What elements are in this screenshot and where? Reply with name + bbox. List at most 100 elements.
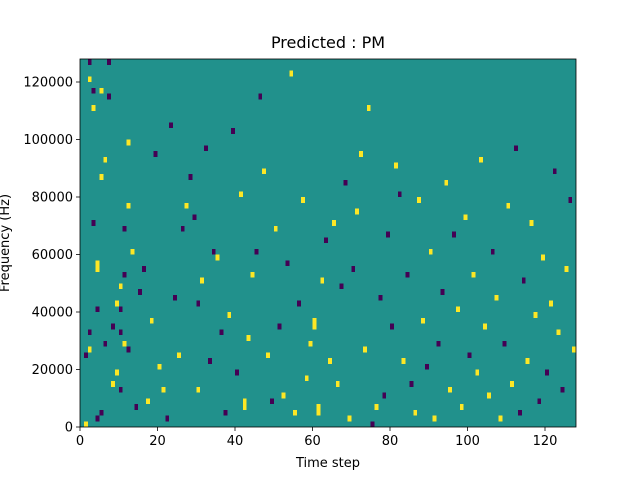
heatmap-cell bbox=[347, 415, 352, 422]
heatmap-cell bbox=[386, 231, 390, 238]
heatmap-cell bbox=[258, 93, 263, 100]
heatmap-cell bbox=[145, 398, 150, 404]
heatmap-cell bbox=[192, 214, 197, 220]
heatmap-cell bbox=[188, 174, 193, 180]
heatmap-cell bbox=[316, 409, 321, 416]
heatmap-cell bbox=[118, 329, 123, 335]
heatmap-cell bbox=[374, 404, 379, 410]
chart-title: Predicted : PM bbox=[271, 33, 385, 52]
heatmap-cell bbox=[149, 317, 154, 324]
heatmap-cell bbox=[556, 329, 561, 335]
heatmap-cell bbox=[142, 266, 146, 272]
y-axis: 0 20000 40000 60000 80000 100000 120000 bbox=[23, 76, 80, 436]
heatmap-cell bbox=[312, 317, 317, 324]
heatmap-cell bbox=[560, 386, 565, 393]
heatmap-cell bbox=[417, 197, 421, 203]
heatmap-cell bbox=[324, 237, 328, 243]
heatmap-cell bbox=[200, 277, 204, 284]
heatmap-cell bbox=[169, 122, 173, 128]
heatmap-cell bbox=[382, 392, 387, 399]
heatmap-cell bbox=[428, 248, 433, 255]
heatmap-cell bbox=[266, 352, 270, 358]
heatmap-cell bbox=[452, 231, 456, 238]
heatmap-cell bbox=[126, 139, 131, 146]
heatmap-cell bbox=[99, 87, 104, 94]
heatmap-cell bbox=[95, 260, 100, 266]
heatmap-cell bbox=[514, 145, 518, 151]
heatmap-cell bbox=[424, 363, 429, 370]
heatmap-cell bbox=[378, 294, 383, 301]
heatmap-cell bbox=[467, 352, 472, 358]
heatmap-cell bbox=[486, 392, 491, 399]
heatmap-cell bbox=[235, 369, 239, 376]
heatmap-cell bbox=[506, 202, 511, 209]
x-tick-label: 60 bbox=[304, 434, 321, 449]
heatmap-cell bbox=[207, 358, 212, 364]
heatmap-cell bbox=[331, 220, 336, 226]
heatmap-cell bbox=[242, 404, 247, 410]
heatmap-cell bbox=[227, 312, 232, 318]
y-tick-label: 120000 bbox=[23, 76, 73, 91]
x-tick-label: 80 bbox=[382, 434, 399, 449]
heatmap-cell bbox=[448, 386, 452, 393]
heatmap-cell bbox=[297, 300, 301, 307]
heatmap-cell bbox=[273, 225, 278, 232]
y-tick-label: 60000 bbox=[32, 248, 73, 263]
heatmap-cell bbox=[475, 369, 480, 376]
heatmap-cell bbox=[328, 358, 332, 364]
heatmap-cell bbox=[246, 335, 251, 341]
heatmap-cell bbox=[308, 340, 313, 347]
heatmap-cell bbox=[521, 277, 526, 284]
heatmap-cell bbox=[87, 76, 92, 82]
x-tick-label: 0 bbox=[76, 434, 84, 449]
heatmap-cell bbox=[289, 70, 294, 77]
heatmap-cell bbox=[293, 409, 297, 416]
y-tick-label: 80000 bbox=[32, 191, 73, 206]
heatmap-cell bbox=[118, 306, 123, 312]
heatmap-cell bbox=[250, 271, 255, 278]
heatmap-cell bbox=[304, 375, 309, 381]
heatmap-cell bbox=[401, 358, 406, 364]
heatmap-cell bbox=[153, 151, 158, 157]
heatmap-cell bbox=[157, 363, 162, 370]
x-axis-label: Time step bbox=[295, 456, 360, 471]
heatmap-cell bbox=[366, 105, 371, 111]
heatmap-cell bbox=[320, 277, 325, 284]
heatmap-cell bbox=[483, 323, 487, 330]
x-axis: 0 20 40 60 80 100 120 bbox=[76, 427, 557, 449]
heatmap-cell bbox=[537, 398, 542, 404]
heatmap-cell bbox=[83, 352, 88, 358]
heatmap-cell bbox=[572, 346, 576, 353]
heatmap-cell bbox=[498, 415, 503, 422]
heatmap-cell bbox=[99, 174, 104, 180]
heatmap-cell bbox=[359, 151, 363, 157]
x-tick-label: 20 bbox=[149, 434, 166, 449]
heatmap-cell bbox=[281, 392, 286, 399]
heatmap-cell bbox=[196, 386, 201, 393]
x-tick-label: 100 bbox=[455, 434, 480, 449]
heatmap-cell bbox=[397, 191, 402, 197]
heatmap-cell bbox=[405, 271, 410, 278]
heatmap-cell bbox=[161, 386, 166, 393]
heatmap-cell bbox=[231, 128, 235, 134]
heatmap-cell bbox=[316, 404, 321, 410]
heatmap-cell bbox=[118, 283, 123, 289]
heatmap-cell bbox=[242, 398, 247, 404]
y-tick-label: 0 bbox=[65, 421, 73, 436]
heatmap-cell bbox=[393, 162, 398, 169]
heatmap-cell bbox=[173, 294, 177, 301]
heatmap-cell bbox=[87, 346, 92, 353]
heatmap-cell bbox=[335, 381, 340, 387]
heatmap-cell bbox=[300, 197, 305, 203]
heatmap-cell bbox=[95, 306, 100, 312]
heatmap-cell bbox=[413, 409, 418, 416]
heatmap-cell bbox=[95, 266, 100, 272]
heatmap-cell bbox=[238, 191, 243, 197]
x-tick-label: 40 bbox=[227, 434, 244, 449]
heatmap-cell bbox=[312, 323, 317, 330]
heatmap-cell bbox=[134, 404, 139, 410]
heatmap-cell bbox=[176, 352, 181, 358]
y-axis-label: Frequency (Hz) bbox=[0, 194, 13, 292]
heatmap-cell bbox=[269, 398, 274, 404]
heatmap-cell bbox=[421, 317, 425, 324]
